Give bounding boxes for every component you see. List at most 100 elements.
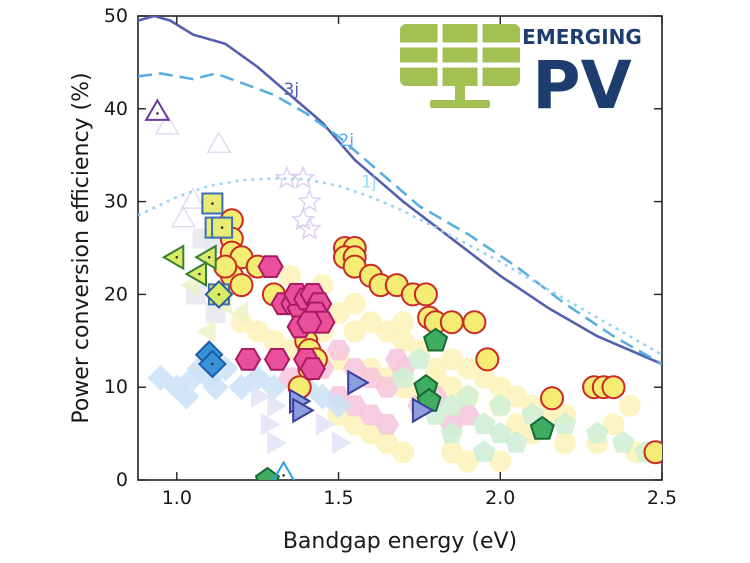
faded-pentagon-marker (456, 384, 480, 407)
faded-circle-marker (440, 348, 463, 371)
faded-star-marker (297, 188, 322, 213)
marker-shape (540, 386, 564, 411)
axis-ticks: 1.0 1.5 2.0 2.5 0 10 20 30 40 50 (104, 5, 677, 509)
marker-shape (299, 357, 326, 380)
marker-shape (488, 421, 512, 444)
circle-marker (439, 310, 464, 335)
marker-shape (272, 460, 295, 480)
faded-triangle-left-marker (196, 320, 216, 343)
marker-center-dot (211, 202, 214, 205)
y-tick-label: 0 (116, 469, 128, 491)
marker-shape (456, 384, 480, 407)
marker-shape (170, 205, 196, 228)
triangle-right-marker (347, 369, 370, 396)
marker-shape (601, 375, 626, 400)
marker-shape (475, 347, 500, 372)
marker-shape (292, 397, 315, 424)
marker-shape (554, 431, 576, 454)
faded-pentagon-marker (553, 412, 577, 435)
marker-shape (154, 112, 180, 135)
marker-shape (489, 450, 512, 473)
marker-shape (462, 310, 487, 335)
faded-diamond-marker (325, 392, 352, 419)
hexagon-marker (296, 310, 323, 334)
marker-shape (161, 244, 185, 271)
diamond-marker (197, 349, 227, 379)
faded-pentagon-marker (611, 430, 635, 453)
faded-hexagon-marker (342, 395, 367, 417)
marker-shape (440, 421, 464, 444)
limit-curves: 3j 2j 1j (138, 16, 662, 366)
circle-marker (229, 273, 254, 298)
marker-shape (413, 282, 438, 307)
y-axis-title: Power conversion efficiency (%) (69, 72, 94, 423)
marker-shape (643, 440, 662, 465)
faded-circle-marker (392, 441, 415, 464)
y-tick-label: 10 (104, 376, 128, 398)
marker-shape (213, 254, 238, 279)
faded-hexagon-marker (326, 339, 351, 361)
marker-shape (358, 404, 383, 426)
faded-circle-marker (359, 422, 382, 445)
faded-triangle-right-marker (332, 431, 352, 455)
faded-pentagon-marker (440, 393, 464, 416)
y-tick-label: 20 (104, 283, 128, 305)
faded-pentagon-marker (488, 393, 512, 416)
faded-circle-marker (343, 320, 366, 343)
marker-shape (254, 466, 280, 480)
pentagon-marker (423, 327, 449, 352)
circle-marker (462, 310, 487, 335)
faded-triangle-up-marker (206, 131, 232, 154)
marker-shape (375, 413, 400, 435)
marker-shape (343, 413, 366, 436)
faded-triangle-right-marker (260, 413, 281, 436)
marker-shape (279, 264, 301, 287)
faded-circle-marker (246, 320, 269, 343)
faded-circle-marker (489, 450, 512, 473)
diamond-marker (204, 279, 234, 309)
marker-shape (439, 310, 464, 335)
marker-shape (267, 431, 287, 455)
marker-shape (297, 216, 322, 240)
faded-markers (147, 112, 658, 473)
faded-star-marker (290, 165, 316, 189)
marker-shape (332, 431, 352, 455)
marker-shape (274, 165, 300, 189)
solar-panel-icon (400, 24, 520, 108)
marker-shape (504, 430, 528, 453)
faded-pentagon-marker (391, 365, 415, 388)
curve-label-3j: 3j (284, 80, 300, 100)
marker-shape (343, 320, 366, 343)
marker-shape (229, 273, 254, 298)
marker-shape (440, 393, 464, 416)
faded-pentagon-marker (585, 421, 609, 444)
hexagon-marker (299, 357, 326, 380)
triangle-right-marker (411, 397, 435, 424)
marker-shape (180, 187, 206, 209)
plot-frame (137, 15, 663, 481)
faded-pentagon-marker (472, 412, 496, 435)
faded-circle-marker (279, 264, 301, 287)
marker-shape (315, 413, 336, 436)
faded-circle-marker (440, 441, 463, 464)
marker-shape (260, 413, 281, 436)
marker-shape (440, 348, 463, 371)
faded-circle-marker (343, 292, 366, 315)
marker-shape (472, 440, 496, 462)
faded-triangle-left-marker (228, 301, 248, 325)
marker-shape (529, 415, 555, 440)
marker-shape (424, 357, 447, 380)
y-tick-label: 40 (104, 98, 128, 120)
faded-circle-marker (376, 320, 399, 343)
marker-shape (392, 441, 415, 464)
marker-shape (144, 98, 171, 121)
logo-line2: PV (532, 47, 631, 124)
triangle-right-marker (292, 397, 315, 424)
faded-pentagon-marker (472, 440, 496, 462)
marker-shape (342, 395, 367, 417)
marker-shape (343, 292, 366, 315)
faded-pentagon-marker (407, 347, 431, 370)
marker-shape (407, 347, 431, 370)
faded-circle-marker (473, 366, 496, 389)
pentagon-marker (254, 466, 280, 480)
